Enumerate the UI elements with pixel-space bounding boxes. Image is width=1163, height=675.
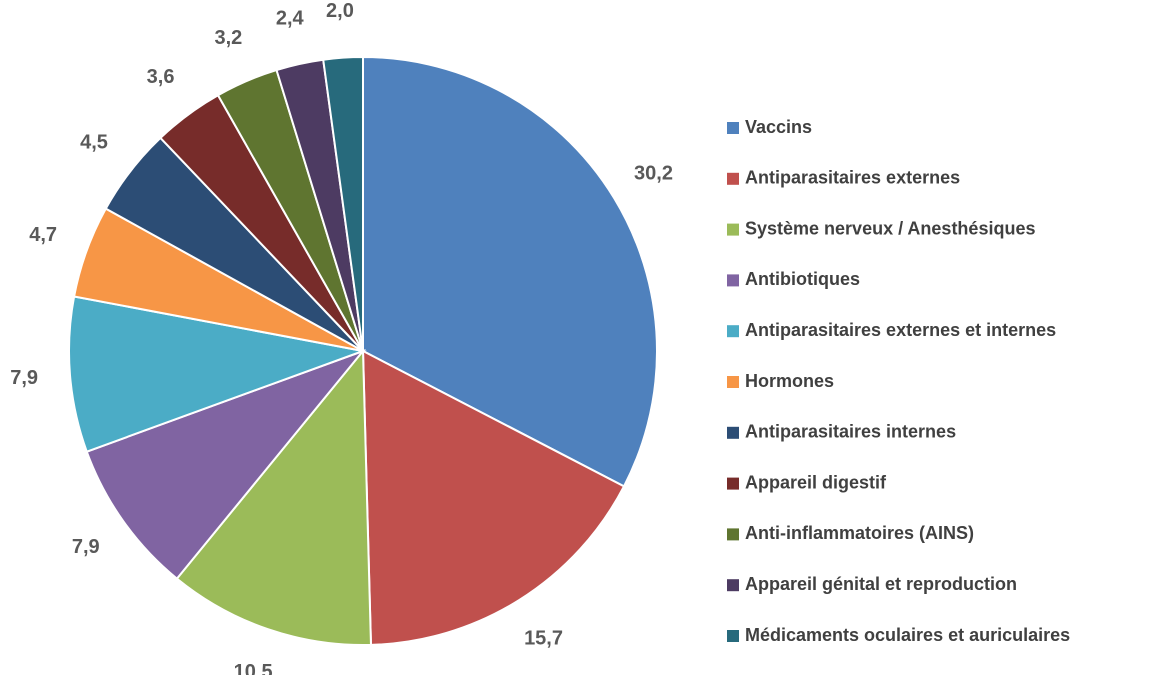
data-label: 7,9: [10, 367, 38, 389]
data-label: 2,4: [276, 7, 305, 29]
data-label: 10,5: [234, 661, 273, 675]
data-label: 7,9: [72, 536, 100, 558]
pie-slice: [361, 349, 626, 646]
data-label: 2,0: [326, 0, 354, 22]
data-label: 30,2: [634, 163, 673, 185]
legend-label: Antiparasitaires internes: [745, 422, 956, 442]
legend-swatch: [727, 223, 739, 236]
legend-label: Vaccins: [745, 117, 812, 137]
legend-swatch: [727, 274, 739, 287]
pie-slice: [362, 55, 658, 488]
data-label: 15,7: [524, 627, 563, 649]
pie-slice: [322, 55, 364, 352]
legend-label: Hormones: [745, 371, 834, 391]
legend-label: Appareil génital et reproduction: [745, 574, 1017, 594]
legend-label: Antiparasitaires externes: [745, 168, 960, 188]
legend-label: Système nerveux / Anesthésiques: [745, 218, 1035, 238]
pie-slice: [68, 295, 367, 453]
data-label: 3,2: [214, 27, 242, 49]
legend-swatch: [727, 579, 739, 592]
pie-slice: [85, 348, 367, 581]
legend-swatch: [727, 426, 739, 439]
legend-label: Antiparasitaires externes et internes: [745, 320, 1056, 340]
legend-swatch: [727, 122, 739, 134]
legend-swatch: [727, 376, 739, 388]
legend-swatch: [727, 325, 739, 338]
legend-label: Antibiotiques: [745, 269, 860, 289]
legend-swatch: [727, 477, 739, 490]
data-label: 4,7: [29, 224, 57, 246]
legend-label: Appareil digestif: [745, 472, 887, 492]
legend-swatch: [727, 528, 739, 541]
legend-swatch: [727, 630, 739, 642]
data-label: 4,5: [80, 131, 108, 153]
data-label: 3,6: [147, 66, 175, 88]
pie-slice: [175, 348, 373, 646]
legend-label: Anti-inflammatoires (AINS): [745, 523, 974, 543]
legend-label: Médicaments oculaires et auriculaires: [745, 625, 1070, 645]
legend-swatch: [727, 172, 739, 185]
